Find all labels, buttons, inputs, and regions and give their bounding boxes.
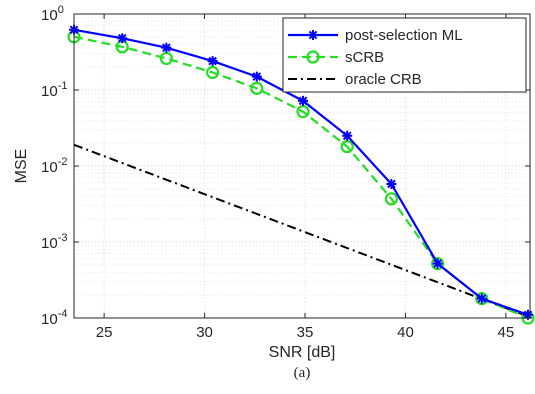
data-point-scrb	[384, 192, 398, 206]
data-point-ml	[432, 258, 443, 269]
y-tick-label: 10-1	[41, 80, 67, 100]
x-tick-label: 40	[397, 324, 414, 341]
y-axis-ticks: 10-4 10-3 10-2 10-1 100	[41, 4, 530, 328]
data-point-scrb	[430, 256, 445, 271]
legend-box	[282, 17, 527, 93]
legend-samples	[288, 30, 338, 80]
x-tick-label: 30	[196, 324, 213, 341]
x-tick-label: 35	[297, 324, 314, 341]
figure-caption: (a)	[294, 365, 311, 381]
y-tick-label: 10-4	[41, 308, 67, 328]
legend-marker-scrb	[306, 50, 320, 64]
data-point-scrb	[475, 291, 489, 306]
legend-label-oracle-crb: oracle CRB	[345, 71, 422, 88]
y-tick-label: 10-3	[41, 232, 67, 252]
data-point-ml	[251, 71, 262, 82]
data-point-scrb	[159, 51, 174, 66]
x-tick-label: 25	[96, 324, 113, 341]
data-point-scrb	[340, 139, 354, 154]
data-point-ml	[117, 33, 128, 44]
legend-marker-ml	[308, 30, 318, 40]
data-point-scrb	[250, 81, 264, 95]
series-line-oracle-crb	[73, 143, 529, 318]
data-point-ml	[207, 56, 218, 67]
series-oracle-crb	[73, 143, 529, 318]
y-tick-label: 10-2	[41, 156, 67, 176]
data-point-ml	[161, 42, 172, 53]
data-point-ml	[342, 130, 353, 141]
y-axis-label: MSE	[13, 149, 30, 184]
legend-label-scrb: sCRB	[345, 49, 384, 66]
x-axis-ticks: 25 30 35 40 45	[96, 14, 514, 341]
data-point-ml	[476, 293, 487, 304]
y-tick-label: 100	[41, 4, 64, 24]
legend-label-post-selection-ml: post-selection ML	[345, 27, 463, 44]
x-axis-label: SNR [dB]	[269, 344, 336, 361]
data-point-scrb	[296, 104, 310, 119]
data-point-ml	[298, 95, 309, 106]
x-tick-label: 45	[498, 324, 515, 341]
data-point-ml	[386, 178, 397, 189]
data-point-scrb	[206, 65, 220, 80]
legend: post-selection ML sCRB oracle CRB	[282, 17, 527, 93]
